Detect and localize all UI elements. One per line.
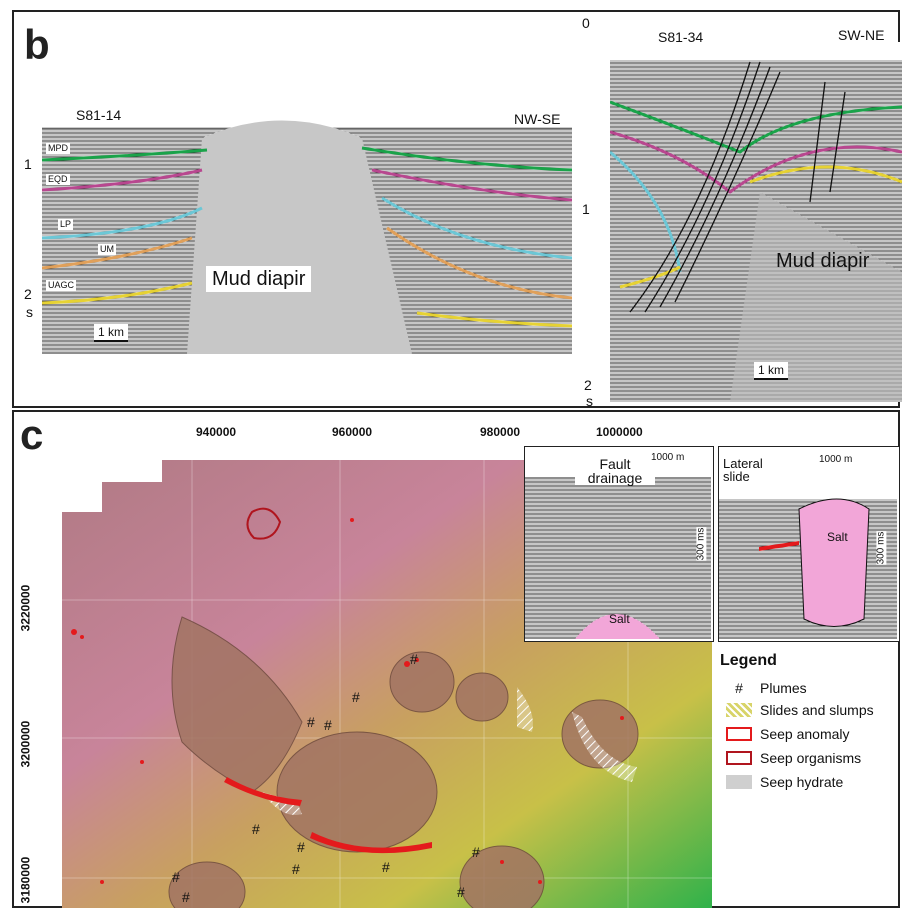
red-outline-swatch-icon (726, 727, 752, 741)
legend-item-plumes: # Plumes (726, 680, 807, 696)
x-tick-980000: 980000 (480, 425, 521, 439)
left-tick-1: 1 (24, 156, 32, 172)
svg-text:#: # (324, 717, 332, 733)
right-tick-s: s (586, 393, 593, 409)
inset2-salt: Salt (827, 530, 848, 544)
right-tick-2: 2 (584, 377, 592, 393)
left-scale-bar: 1 km (94, 324, 129, 342)
inset1-section (525, 477, 711, 639)
svg-text:#: # (252, 821, 260, 837)
horizon-label-lp: LP (58, 219, 74, 230)
svg-text:#: # (307, 714, 315, 730)
legend-item-seep-hydrate: Seep hydrate (726, 774, 843, 790)
svg-text:#: # (410, 651, 418, 667)
inset2-scale: 1000 m (819, 454, 853, 465)
x-tick-940000: 940000 (196, 425, 237, 439)
right-mud-diapir-label: Mud diapir (776, 250, 870, 272)
right-tick-0: 0 (582, 15, 590, 31)
svg-text:#: # (472, 844, 480, 860)
left-direction: NW-SE (514, 111, 561, 127)
right-scale-bar: 1 km (754, 362, 789, 380)
left-line-id: S81-14 (76, 107, 122, 123)
inset2-vscale: 300 ms (875, 531, 887, 565)
inset1-title: Fault drainage (575, 457, 655, 485)
panel-b-letter: b (24, 21, 50, 68)
legend-item-seep-organisms: Seep organisms (726, 750, 861, 766)
legend-label: Seep hydrate (760, 774, 844, 790)
seismic-section-right (610, 42, 902, 402)
panel-c: c (12, 410, 900, 908)
inset1-salt: Salt (609, 612, 630, 626)
legend-label: Seep organisms (760, 750, 862, 766)
legend-item-slides: Slides and slumps (726, 702, 874, 718)
horizon-label-mpd: MPD (46, 143, 70, 154)
svg-text:#: # (382, 859, 390, 875)
inset2-title: Lateral slide (723, 457, 779, 483)
legend-label: Slides and slumps (760, 702, 874, 718)
legend-label: Seep anomaly (760, 726, 850, 742)
svg-text:#: # (292, 861, 300, 877)
plume-icon: # (735, 680, 743, 696)
panel-b: b S81-14 NW-SE 1 2 s MPD EQD LP UM UAGC … (12, 10, 902, 409)
x-tick-960000: 960000 (332, 425, 373, 439)
hatch-swatch-icon (726, 703, 752, 717)
svg-text:#: # (457, 884, 465, 900)
left-mud-diapir-label: Mud diapir (206, 266, 312, 292)
y-tick-3180000: 3180000 (18, 856, 33, 904)
legend-label: Plumes (760, 680, 807, 696)
inset1-vscale: 300 ms (695, 527, 707, 561)
svg-text:#: # (182, 889, 190, 905)
inset2-section (719, 498, 897, 639)
left-tick-2: 2 (24, 286, 32, 302)
horizon-label-uagc: UAGC (46, 280, 77, 291)
horizon-label-um: UM (98, 244, 116, 255)
right-tick-1: 1 (582, 201, 590, 217)
dark-red-outline-swatch-icon (726, 751, 752, 765)
legend-title: Legend (720, 652, 777, 669)
right-line-id: S81-34 (658, 29, 704, 45)
x-tick-1000000: 1000000 (596, 425, 643, 439)
inset-fault-drainage: Fault drainage 1000 m 300 ms Salt (524, 446, 714, 642)
svg-text:#: # (172, 869, 180, 885)
seismic-section-left (42, 108, 572, 354)
svg-text:#: # (297, 839, 305, 855)
inset1-scale: 1000 m (651, 452, 685, 463)
inset-lateral-slide: Lateral slide 1000 m 300 ms Salt (718, 446, 900, 642)
horizon-label-eqd: EQD (46, 174, 70, 185)
gray-swatch-icon (726, 775, 752, 789)
legend-item-seep-anomaly: Seep anomaly (726, 726, 850, 742)
svg-text:#: # (352, 689, 360, 705)
right-direction: SW-NE (838, 27, 885, 43)
y-tick-3200000: 3200000 (18, 720, 33, 768)
panel-c-letter: c (20, 411, 44, 458)
left-tick-s: s (26, 304, 33, 320)
y-tick-3220000: 3220000 (18, 584, 33, 632)
